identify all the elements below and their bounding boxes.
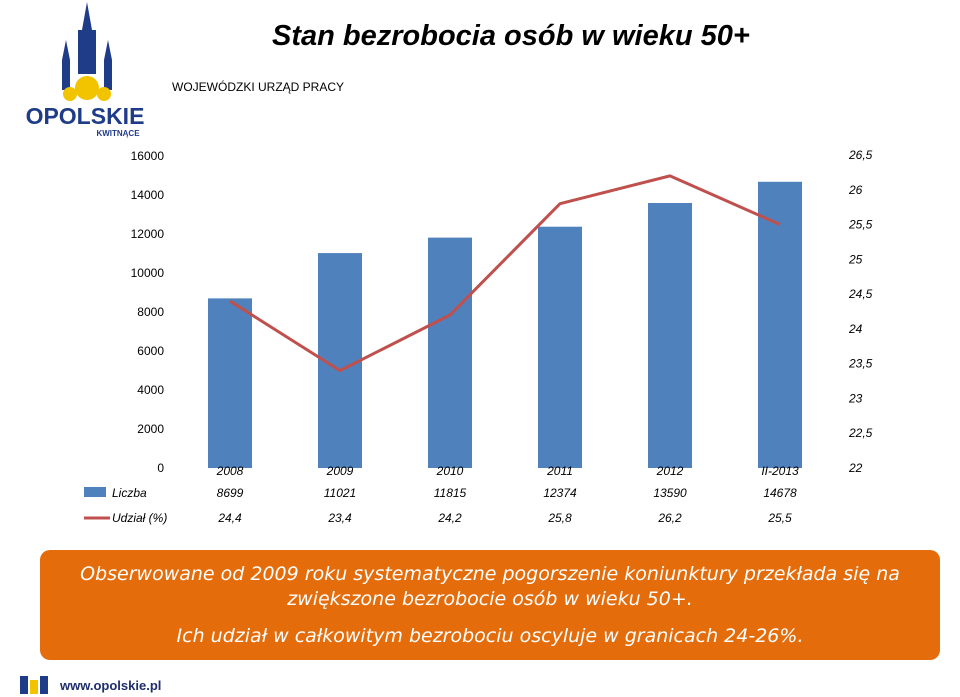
data-table: 2008 2009 2010 2011 2012 II-2013 Liczba 8699 110… <box>84 464 799 525</box>
table-cell: 23,4 <box>327 511 352 525</box>
left-tick-label: 12000 <box>131 227 165 241</box>
callout-line-3: Ich udział w całkowitym bezrobociu oscyl… <box>176 625 804 647</box>
left-tick-label: 14000 <box>131 188 165 202</box>
callout-line-1: Obserwowane od 2009 roku systematyczne p… <box>80 563 900 585</box>
row-label: Udział (%) <box>112 511 167 525</box>
bar <box>758 181 802 468</box>
bar <box>648 202 692 468</box>
right-tick-label: 24,5 <box>848 287 873 301</box>
right-axis: 22 22,5 23 23,5 24 24,5 25 25,5 26 26,5 <box>848 148 873 475</box>
footer-logo <box>20 676 48 694</box>
right-tick-label: 23 <box>848 391 863 405</box>
left-tick-label: 2000 <box>137 422 164 436</box>
table-cell: 25,5 <box>767 511 792 525</box>
table-cell: 24,2 <box>437 511 462 525</box>
left-tick-label: 6000 <box>137 344 164 358</box>
table-cell: 11021 <box>324 486 356 500</box>
table-cell: 11815 <box>434 486 467 500</box>
bar <box>538 226 582 468</box>
category-label: 2011 <box>546 464 573 478</box>
right-tick-label: 26 <box>848 183 863 197</box>
category-label: II-2013 <box>761 464 799 478</box>
right-tick-label: 26,5 <box>848 148 873 162</box>
left-tick-label: 0 <box>157 461 164 475</box>
right-tick-label: 22,5 <box>848 426 873 440</box>
bar-series <box>208 181 802 468</box>
callout-box: Obserwowane od 2009 roku systematyczne p… <box>40 550 940 660</box>
right-tick-label: 25,5 <box>848 218 873 232</box>
right-tick-label: 25 <box>848 252 863 266</box>
left-tick-label: 16000 <box>131 149 165 163</box>
table-cell: 8699 <box>217 486 244 500</box>
table-cell: 24,4 <box>217 511 242 525</box>
table-cell: 25,8 <box>547 511 572 525</box>
left-axis: 0 2000 4000 6000 8000 10000 12000 14000 16000 <box>131 149 165 475</box>
category-label: 2009 <box>326 464 354 478</box>
unemployment-chart: 0 2000 4000 6000 8000 10000 12000 14000 16000 22… <box>84 148 873 525</box>
logo-tagline: KWITNĄCE <box>96 129 140 138</box>
opolskie-logo: OPOLSKIE KWITNĄCE <box>26 2 145 138</box>
share-line <box>229 174 781 373</box>
bar <box>428 237 472 468</box>
legend-swatch-bar <box>84 487 106 497</box>
right-tick-label: 22 <box>848 461 863 475</box>
callout-line-2: zwiększone bezrobocie osób w wieku 50+. <box>287 588 693 610</box>
office-name: WOJEWÓDZKI URZĄD PRACY <box>172 80 345 94</box>
table-cell: 14678 <box>763 486 797 500</box>
table-cell: 12374 <box>543 486 577 500</box>
left-tick-label: 10000 <box>131 266 165 280</box>
row-label: Liczba <box>112 486 147 500</box>
footer-url[interactable]: www.opolskie.pl <box>60 678 162 693</box>
left-tick-label: 4000 <box>137 383 164 397</box>
bar <box>208 298 252 468</box>
category-label: 2008 <box>216 464 244 478</box>
category-label: 2010 <box>436 464 464 478</box>
category-label: 2012 <box>656 464 684 478</box>
table-cell: 13590 <box>653 486 687 500</box>
table-cell: 26,2 <box>657 511 682 525</box>
crown-icon <box>62 2 112 101</box>
left-tick-label: 8000 <box>137 305 164 319</box>
right-tick-label: 23,5 <box>848 357 873 371</box>
page-title: Stan bezrobocia osób w wieku 50+ <box>272 20 750 52</box>
logo-wordmark: OPOLSKIE <box>26 103 145 129</box>
line-series <box>229 174 781 373</box>
right-tick-label: 24 <box>848 322 863 336</box>
